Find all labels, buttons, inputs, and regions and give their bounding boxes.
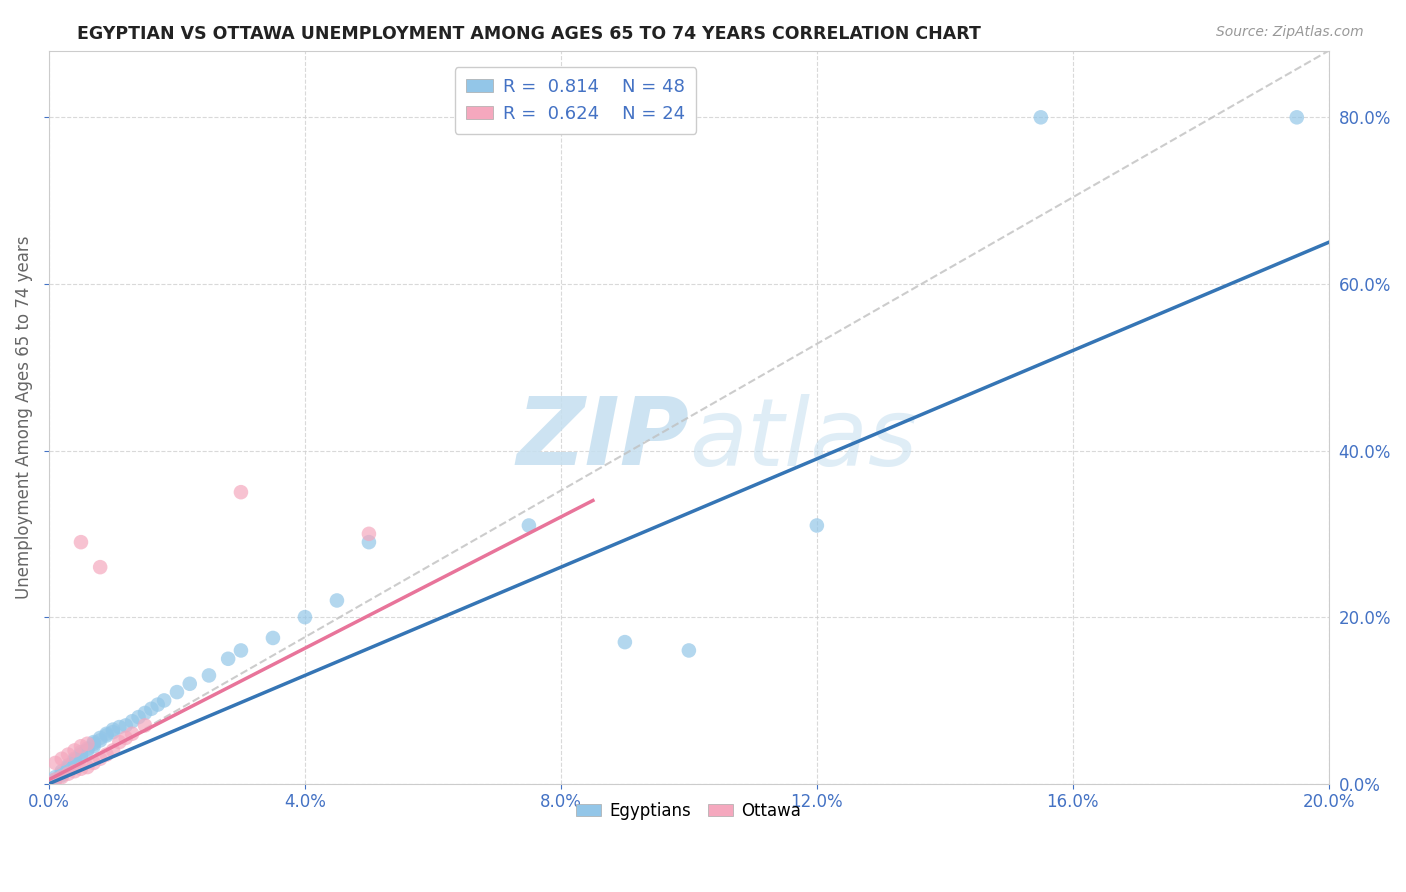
Point	[63, 743, 86, 757]
Point	[89, 752, 111, 766]
Point	[262, 631, 284, 645]
Point	[108, 735, 131, 749]
Point	[44, 756, 66, 770]
Point	[44, 770, 66, 784]
Point	[121, 714, 143, 729]
Point	[128, 710, 150, 724]
Point	[44, 772, 66, 787]
Point	[613, 635, 636, 649]
Point	[70, 745, 93, 759]
Point	[89, 731, 111, 745]
Point	[198, 668, 221, 682]
Point	[70, 750, 93, 764]
Point	[357, 526, 380, 541]
Point	[1029, 111, 1052, 125]
Point	[44, 772, 66, 787]
Point	[179, 677, 201, 691]
Point	[134, 706, 156, 720]
Point	[141, 702, 163, 716]
Point	[229, 485, 252, 500]
Point	[326, 593, 349, 607]
Point	[56, 762, 79, 776]
Point	[134, 718, 156, 732]
Point	[96, 728, 118, 742]
Point	[806, 518, 828, 533]
Point	[70, 762, 93, 776]
Point	[101, 725, 124, 739]
Text: atlas: atlas	[689, 393, 917, 484]
Point	[1285, 111, 1308, 125]
Point	[101, 723, 124, 737]
Point	[63, 753, 86, 767]
Point	[96, 747, 118, 762]
Point	[63, 756, 86, 770]
Point	[70, 747, 93, 762]
Point	[83, 737, 105, 751]
Text: EGYPTIAN VS OTTAWA UNEMPLOYMENT AMONG AGES 65 TO 74 YEARS CORRELATION CHART: EGYPTIAN VS OTTAWA UNEMPLOYMENT AMONG AG…	[77, 25, 981, 43]
Point	[166, 685, 188, 699]
Point	[83, 739, 105, 754]
Point	[517, 518, 540, 533]
Point	[101, 743, 124, 757]
Point	[56, 747, 79, 762]
Point	[357, 535, 380, 549]
Point	[229, 643, 252, 657]
Point	[146, 698, 169, 712]
Point	[83, 735, 105, 749]
Point	[51, 768, 73, 782]
Point	[51, 752, 73, 766]
Point	[70, 535, 93, 549]
Point	[121, 727, 143, 741]
Legend: Egyptians, Ottawa: Egyptians, Ottawa	[569, 796, 808, 827]
Point	[56, 766, 79, 780]
Point	[76, 737, 98, 751]
Point	[76, 741, 98, 756]
Point	[89, 733, 111, 747]
Text: Source: ZipAtlas.com: Source: ZipAtlas.com	[1216, 25, 1364, 39]
Point	[70, 739, 93, 754]
Point	[51, 764, 73, 779]
Point	[63, 752, 86, 766]
Point	[76, 743, 98, 757]
Text: ZIP: ZIP	[516, 393, 689, 485]
Point	[678, 643, 700, 657]
Point	[56, 758, 79, 772]
Point	[89, 560, 111, 574]
Point	[56, 760, 79, 774]
Point	[83, 756, 105, 770]
Point	[76, 760, 98, 774]
Point	[217, 652, 239, 666]
Y-axis label: Unemployment Among Ages 65 to 74 years: Unemployment Among Ages 65 to 74 years	[15, 235, 32, 599]
Point	[51, 770, 73, 784]
Point	[96, 727, 118, 741]
Point	[114, 718, 136, 732]
Point	[51, 766, 73, 780]
Point	[63, 764, 86, 779]
Point	[294, 610, 316, 624]
Point	[108, 720, 131, 734]
Point	[114, 731, 136, 745]
Point	[153, 693, 176, 707]
